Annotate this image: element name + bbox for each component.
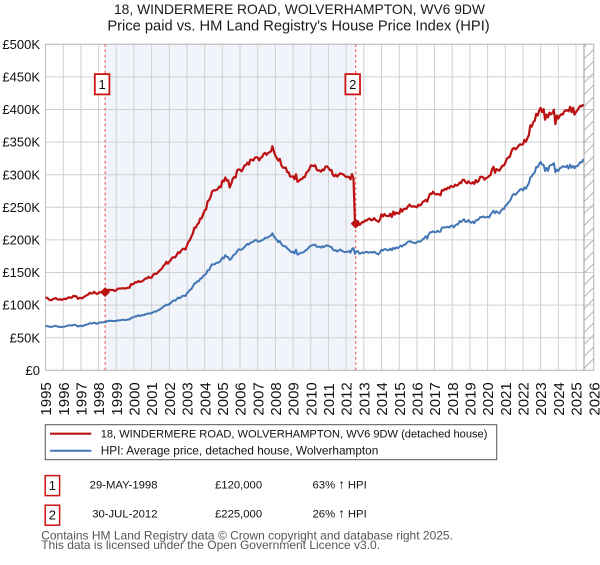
svg-text:2022: 2022 [516,382,533,415]
svg-text:2014: 2014 [374,382,391,415]
svg-text:2019: 2019 [463,382,480,415]
svg-text:1997: 1997 [74,382,91,415]
svg-text:2006: 2006 [233,382,250,415]
svg-text:2025: 2025 [569,382,586,415]
svg-text:2003: 2003 [180,382,197,415]
svg-text:2024: 2024 [551,382,568,415]
svg-text:£250K: £250K [2,200,40,215]
svg-text:£350K: £350K [2,135,40,150]
svg-text:1999: 1999 [109,382,126,415]
svg-text:2013: 2013 [356,382,373,415]
svg-text:2001: 2001 [144,382,161,415]
svg-text:£450K: £450K [2,70,40,85]
svg-text:2015: 2015 [392,382,409,415]
svg-text:£225,000: £225,000 [215,509,262,521]
svg-text:2017: 2017 [427,382,444,415]
svg-text:2010: 2010 [303,382,320,415]
svg-text:£300K: £300K [2,167,40,182]
svg-text:£120,000: £120,000 [215,479,262,491]
svg-text:2020: 2020 [480,382,497,415]
svg-text:2018: 2018 [445,382,462,415]
svg-text:£500K: £500K [2,37,40,52]
svg-text:2016: 2016 [410,382,427,415]
svg-text:£50K: £50K [10,330,41,345]
svg-text:1998: 1998 [91,382,108,415]
svg-text:2: 2 [349,77,356,92]
svg-text:Price paid vs. HM Land Registr: Price paid vs. HM Land Registry's House … [107,19,489,35]
svg-text:2008: 2008 [268,382,285,415]
svg-text:£100K: £100K [2,298,40,313]
svg-text:29-MAY-1998: 29-MAY-1998 [90,479,158,491]
svg-text:2012: 2012 [339,382,356,415]
svg-text:£150K: £150K [2,265,40,280]
svg-text:£200K: £200K [2,233,40,248]
svg-text:2026: 2026 [586,382,600,415]
svg-text:2002: 2002 [162,382,179,415]
svg-text:2011: 2011 [321,383,338,415]
svg-text:30-JUL-2012: 30-JUL-2012 [92,509,157,521]
svg-text:1: 1 [98,77,105,92]
svg-text:1995: 1995 [38,382,55,415]
svg-text:2007: 2007 [250,382,267,415]
svg-text:This data is licensed under th: This data is licensed under the Open Gov… [41,538,380,552]
svg-text:26% ↑ HPI: 26% ↑ HPI [313,506,367,521]
svg-text:2023: 2023 [533,382,550,415]
svg-text:Contains HM Land Registry data: Contains HM Land Registry data © Crown c… [41,528,453,542]
svg-text:63% ↑ HPI: 63% ↑ HPI [313,476,367,491]
svg-text:2005: 2005 [215,382,232,415]
svg-text:HPI: Average price, detached h: HPI: Average price, detached house, Wolv… [101,443,379,457]
svg-text:2004: 2004 [197,382,214,415]
svg-text:2000: 2000 [127,382,144,415]
svg-text:2021: 2021 [498,382,515,415]
svg-text:£0: £0 [26,363,40,378]
svg-text:18, WINDERMERE ROAD, WOLVERHAM: 18, WINDERMERE ROAD, WOLVERHAMPTON, WV6 … [101,429,488,441]
svg-text:1: 1 [49,478,56,493]
svg-text:£400K: £400K [2,102,40,117]
svg-text:18, WINDERMERE ROAD, WOLVERHAM: 18, WINDERMERE ROAD, WOLVERHAMPTON, WV6 … [114,1,486,17]
svg-text:2: 2 [49,508,56,523]
svg-text:2009: 2009 [286,382,303,415]
svg-text:1996: 1996 [56,382,73,415]
